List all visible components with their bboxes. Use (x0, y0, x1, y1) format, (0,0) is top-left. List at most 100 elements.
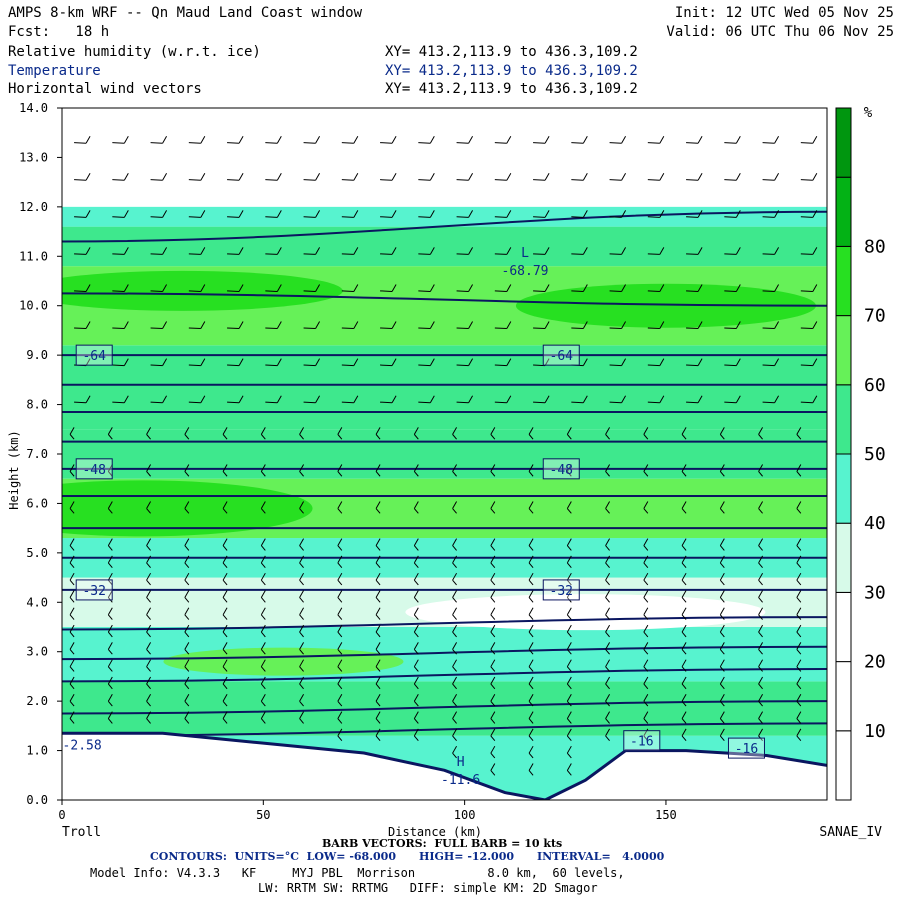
wind-barb (303, 284, 321, 292)
colorbar-swatch (835, 107, 852, 178)
wind-barb (719, 676, 725, 690)
isotherm-line (62, 292, 827, 307)
isotherm-label-box (727, 737, 765, 759)
wind-barb (184, 427, 190, 440)
wind-barb (413, 624, 419, 638)
wind-barb (643, 590, 649, 603)
wind-barb (74, 210, 91, 218)
wind-barb (418, 284, 435, 292)
wind-barb (643, 728, 649, 742)
wind-barb (452, 538, 458, 551)
field-xy-rh: XY= 413.2,113.9 to 436.3,109.2 (385, 44, 638, 60)
wind-barb (184, 590, 190, 603)
wind-barb (566, 642, 572, 655)
wind-barb (107, 555, 113, 569)
wind-barb (74, 284, 91, 292)
wind-barb (605, 659, 611, 672)
wind-barb (800, 358, 818, 367)
wind-barb (146, 427, 152, 440)
wind-barb (375, 694, 381, 707)
wind-barb (107, 642, 113, 655)
wind-barb (69, 572, 75, 586)
isotherm-label-box (75, 579, 113, 601)
y-tick-label: 7.0 (26, 447, 48, 461)
colorbar-tick-label: 20 (864, 652, 886, 673)
isotherm-label-box (75, 344, 113, 366)
wind-barb (299, 538, 305, 551)
wind-barb (413, 607, 419, 620)
wind-barb (719, 555, 725, 569)
wind-barb (260, 711, 266, 724)
wind-barb (413, 572, 419, 586)
wind-barb (380, 358, 397, 367)
wind-barb (341, 284, 359, 292)
wind-barb (490, 501, 496, 514)
wind-barb (413, 694, 419, 707)
wind-barb (686, 173, 703, 181)
y-tick-label: 2.0 (26, 694, 48, 708)
humidity-blob (515, 283, 816, 328)
wind-barb (681, 464, 687, 477)
colorbar-swatch (835, 245, 852, 317)
y-axis-label: Height (km) (7, 430, 21, 509)
wind-barb (724, 321, 741, 330)
wind-barb (456, 173, 474, 181)
humidity-band (62, 345, 827, 430)
wind-barb (566, 728, 572, 742)
humidity-band (62, 627, 827, 682)
wind-barb (227, 395, 244, 404)
wind-barb (490, 538, 496, 551)
wind-barb (222, 538, 228, 551)
wind-barb (490, 624, 496, 638)
wind-barb (724, 247, 741, 255)
wind-barb (452, 694, 458, 707)
wind-barb (413, 642, 419, 655)
wind-barb (265, 395, 282, 404)
wind-barb (643, 659, 649, 672)
wind-barb (375, 538, 381, 551)
wind-barb (222, 659, 228, 672)
header-init: Init: 12 UTC Wed 05 Nov 25 (674, 5, 894, 21)
wind-barb (605, 676, 611, 690)
x-tick-label: 50 (256, 808, 270, 822)
wind-barb (303, 247, 321, 255)
wind-barb (643, 624, 649, 638)
wind-barb (146, 711, 152, 724)
axes: 0.0 1.0 2.0 3.0 4.0 5.0 6.0 7.0 8.0 9.0 10.0 11.0 12… (19, 101, 677, 822)
wind-barb (571, 135, 588, 144)
wind-barb (681, 728, 687, 742)
wind-barb (188, 321, 206, 330)
wind-barb (758, 464, 764, 477)
wind-barb (413, 728, 419, 742)
wind-barb (413, 427, 419, 440)
wind-barb (719, 501, 725, 514)
wind-barb (643, 555, 649, 569)
wind-barb (566, 538, 572, 551)
wind-barb (796, 464, 802, 477)
wind-barb (413, 590, 419, 603)
wind-barb (184, 572, 190, 586)
wind-barb (452, 711, 458, 724)
wind-barb (418, 173, 435, 181)
wind-barb (222, 427, 228, 440)
wind-barb (528, 745, 534, 759)
wind-barb (69, 711, 75, 724)
wind-barb (146, 555, 152, 569)
wind-barb (605, 728, 611, 742)
wind-barb (758, 642, 764, 655)
field-xy-temperature: XY= 413.2,113.9 to 436.3,109.2 (385, 63, 638, 79)
wind-barb (227, 247, 244, 255)
wind-barb (796, 728, 802, 742)
wind-barb (494, 247, 512, 255)
wind-barb (647, 321, 665, 330)
wind-barb (605, 642, 611, 655)
wind-barb (107, 711, 113, 724)
wind-barb (299, 464, 305, 477)
wind-barb (533, 135, 550, 144)
y-tick-label: 8.0 (26, 398, 48, 412)
isotherm-label: -32 (82, 584, 105, 599)
wind-barb (647, 247, 665, 255)
wind-barb (146, 590, 152, 603)
wind-barb (724, 210, 741, 218)
wind-barb (375, 572, 381, 586)
